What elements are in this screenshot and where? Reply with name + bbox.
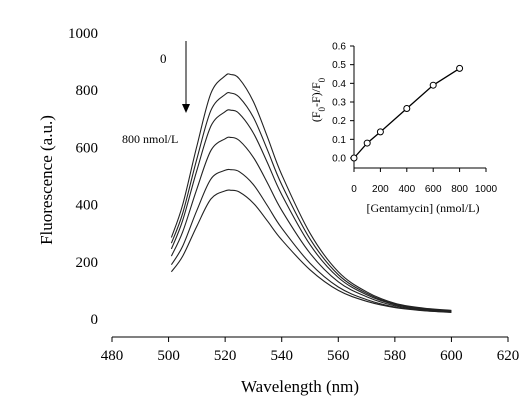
main-chart: 480 500 520 540 560 580 600 620 0 200 400 600 800 10… bbox=[37, 26, 519, 396]
main-y-tick-label: 600 bbox=[76, 140, 99, 156]
inset-x-tick-label: 400 bbox=[398, 184, 415, 195]
inset-y-tick-label: 0.0 bbox=[332, 154, 346, 165]
main-y-ticks: 0 200 400 600 800 1000 bbox=[68, 26, 98, 328]
inset-data-point bbox=[376, 128, 384, 136]
main-x-tick-label: 620 bbox=[497, 348, 520, 364]
main-y-tick-label: 400 bbox=[76, 198, 99, 214]
main-series-group bbox=[170, 73, 452, 313]
main-x-axis-title: Wavelength (nm) bbox=[241, 377, 359, 396]
main-x-tick-label: 540 bbox=[270, 348, 293, 364]
inset-y-axis-title: (F0-F)/F0 bbox=[309, 77, 327, 122]
main-x-tick-label: 520 bbox=[214, 348, 237, 364]
main-x-tick-label: 500 bbox=[157, 348, 180, 364]
main-y-tick-label: 0 bbox=[91, 312, 99, 328]
annotation-end-label: 800 nmol/L bbox=[122, 132, 178, 146]
fluorescence-curve-4 bbox=[170, 136, 452, 313]
inset-x-axis-title: [Gentamycin] (nmol/L) bbox=[367, 201, 480, 215]
fluorescence-curve-3 bbox=[170, 109, 452, 312]
inset-y-tick-label: 0.6 bbox=[332, 42, 346, 53]
inset-points bbox=[350, 64, 464, 162]
main-x-tick-label: 580 bbox=[384, 348, 407, 364]
main-x-tick-label: 600 bbox=[440, 348, 463, 364]
inset-x-tick-label: 1000 bbox=[475, 184, 498, 195]
inset-x-tick-label: 800 bbox=[451, 184, 468, 195]
main-y-tick-label: 800 bbox=[76, 83, 99, 99]
quench-arrow-head bbox=[182, 104, 190, 113]
fluorescence-curve-1 bbox=[170, 73, 452, 311]
fluorescence-curve-2 bbox=[170, 91, 452, 312]
annotation-start-label: 0 bbox=[160, 51, 167, 66]
inset-data-point bbox=[403, 105, 411, 113]
inset-data-point bbox=[429, 81, 437, 89]
main-y-tick-label: 1000 bbox=[68, 26, 98, 42]
main-y-tick-label: 200 bbox=[76, 255, 99, 271]
inset-chart: 0 200 400 600 800 1000 0.00.10.20.30.40.50.6 … bbox=[309, 42, 498, 216]
fluorescence-curve-5 bbox=[170, 168, 452, 313]
inset-y-tick-label: 0.1 bbox=[332, 135, 346, 146]
inset-y-tick-label: 0.4 bbox=[332, 79, 346, 90]
main-y-axis-title: Fluorescence (a.u.) bbox=[37, 115, 56, 245]
inset-data-point bbox=[350, 154, 358, 162]
main-x-tick-label: 560 bbox=[327, 348, 350, 364]
inset-x-tick-label: 200 bbox=[372, 184, 389, 195]
inset-y-tick-label: 0.2 bbox=[332, 116, 346, 127]
inset-y-tick-label: 0.5 bbox=[332, 60, 346, 71]
inset-x-tick-label: 600 bbox=[425, 184, 442, 195]
inset-data-point bbox=[363, 139, 371, 147]
inset-x-ticks: 0 200 400 600 800 1000 bbox=[351, 168, 498, 195]
main-x-tick-label: 480 bbox=[101, 348, 124, 364]
inset-y-ticks: 0.0 0.1 0.2 0.3 0.4 0.5 0.6 bbox=[332, 42, 354, 165]
main-x-ticks: 480 500 520 540 560 580 600 620 bbox=[101, 337, 520, 364]
inset-y-tick-label: 0.3 bbox=[332, 98, 346, 109]
inset-x-tick-label: 0 bbox=[351, 184, 357, 195]
fluorescence-curve-6 bbox=[170, 189, 452, 313]
inset-data-point bbox=[456, 64, 464, 72]
